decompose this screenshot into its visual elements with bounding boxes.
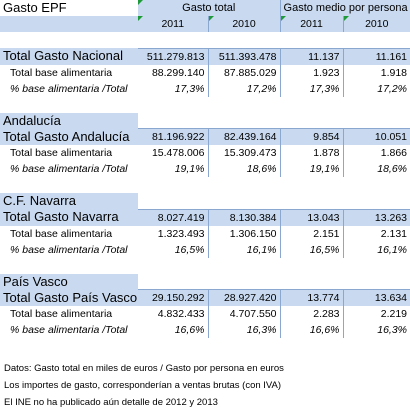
value-cell: 511.279.813 [138,47,208,65]
value-cell: 11.161 [342,47,410,65]
value-cell: 4.832.433 [157,308,205,320]
value-cell: 4.707.550 [207,306,281,322]
year-header: 2011 [279,16,344,32]
region-name: Andalucía [0,112,138,129]
value-cell: 88.299.140 [151,66,205,79]
percent-row: % base alimentaria /Total 19,1% 18,6% 19,1%… [0,161,410,177]
value-cell: 17,2% [342,80,410,97]
value-cell: 19,1% [279,161,344,177]
section-spacer [0,177,410,193]
total-row: Total Gasto Andalucía 81.196.922 82.439.16… [0,128,410,145]
value-cell: 17,2% [207,80,281,97]
value-cell: 1.923 [279,64,344,81]
year-header: 2011 [138,16,208,32]
row-label: % base alimentaria /Total [10,324,128,336]
region-heading-row: C.F. Navarra [0,193,410,209]
page-title: Gasto EPF [0,0,138,16]
percent-row: % base alimentaria /Total 17,3% 17,2% 17,3%… [0,80,410,97]
value-cell: 15.309.473 [207,145,281,161]
footnotes: Datos: Gasto total en miles de euros / G… [4,360,404,411]
section-spacer [0,97,410,113]
value-cell: 28.927.420 [207,289,281,306]
footnote: Los importes de gasto, corresponderían a… [4,380,282,391]
value-cell: 16,1% [207,241,281,258]
value-cell: 17,3% [174,82,205,95]
row-label: Total base alimentaria [10,147,113,159]
value-cell: 13.774 [279,289,344,306]
header-gasto-total: Gasto total [138,0,281,16]
value-cell: 16,6% [174,324,205,336]
year-header: 2010 [342,16,410,32]
value-cell: 19,1% [174,163,205,175]
value-cell: 16,5% [174,243,205,256]
base-row: Total base alimentaria 88.299.140 87.885.0… [0,64,410,81]
percent-row: % base alimentaria /Total 16,5% 16,1% 16,5%… [0,241,410,258]
row-label: Total Gasto País Vasco [0,289,138,306]
total-row: Total Gasto País Vasco 29.150.292 28.927.4… [0,289,410,306]
value-cell: 13.043 [279,208,344,226]
value-cell: 11.137 [279,47,344,65]
value-cell: 16,3% [207,322,281,338]
value-cell: 2.219 [342,306,410,322]
value-cell: 15.478.006 [151,147,205,159]
value-cell: 511.393.478 [207,47,281,65]
region-heading-row: País Vasco [0,273,410,290]
percent-row: % base alimentaria /Total 16,6% 16,3% 16,6%… [0,322,410,338]
row-label: % base alimentaria /Total [10,243,128,256]
value-cell: 1.323.493 [157,227,205,240]
value-cell: 2.151 [279,225,344,242]
value-cell: 29.150.292 [138,289,208,306]
value-cell: 2.131 [342,225,410,242]
value-cell: 17,3% [279,80,344,97]
region-name: C.F. Navarra [0,193,138,209]
value-cell: 1.866 [342,145,410,161]
spending-table: Gasto EPF Gasto total Gasto medio por pe… [0,0,410,338]
value-cell: 18,6% [342,161,410,177]
row-label: Total base alimentaria [10,227,113,240]
header-row: Gasto EPF Gasto total Gasto medio por pe… [0,0,410,16]
year-row-spacer [0,16,138,32]
value-cell: 8.130.384 [207,208,281,226]
value-cell: 13.263 [342,208,410,226]
row-label: Total Gasto Andalucía [0,128,138,145]
value-cell: 8.027.419 [138,208,208,226]
value-cell: 10.051 [342,128,410,145]
row-label: Total base alimentaria [10,66,113,79]
value-cell: 16,1% [342,241,410,258]
value-cell: 18,6% [207,161,281,177]
value-cell: 1.878 [279,145,344,161]
value-cell: 81.196.922 [138,128,208,145]
row-label: Total Gasto Nacional [0,48,138,65]
base-row: Total base alimentaria 15.478.006 15.309.4… [0,145,410,161]
row-label: Total Gasto Navarra [0,209,138,226]
row-label: % base alimentaria /Total [10,163,128,175]
value-cell: 9.854 [279,128,344,145]
base-row: Total base alimentaria 4.832.433 4.707.550… [0,306,410,322]
base-row: Total base alimentaria 1.323.493 1.306.150… [0,225,410,242]
header-gasto-medio: Gasto medio por persona [279,0,410,16]
footnote: El INE no ha publicado aún detalle de 20… [4,397,218,408]
year-row: 2011 2010 2011 2010 [0,16,410,32]
value-cell: 1.306.150 [207,225,281,242]
value-cell: 16,3% [342,322,410,338]
year-header: 2010 [207,16,281,32]
value-cell: 16,5% [279,241,344,258]
section-spacer [0,258,410,274]
footnote: Datos: Gasto total en miles de euros / G… [4,363,284,374]
value-cell: 2.283 [279,306,344,322]
region-name: País Vasco [0,273,138,290]
row-label: % base alimentaria /Total [10,82,128,95]
row-label: Total base alimentaria [10,308,113,320]
total-row: Total Gasto Navarra 8.027.419 8.130.384 13.… [0,208,410,226]
value-cell: 82.439.164 [207,128,281,145]
value-cell: 16,6% [279,322,344,338]
value-cell: 13.634 [342,289,410,306]
value-cell: 1.918 [342,64,410,81]
total-row: Total Gasto Nacional 511.279.813 511.393.4… [0,47,410,65]
value-cell: 87.885.029 [207,64,281,81]
region-heading-row: Andalucía [0,112,410,129]
